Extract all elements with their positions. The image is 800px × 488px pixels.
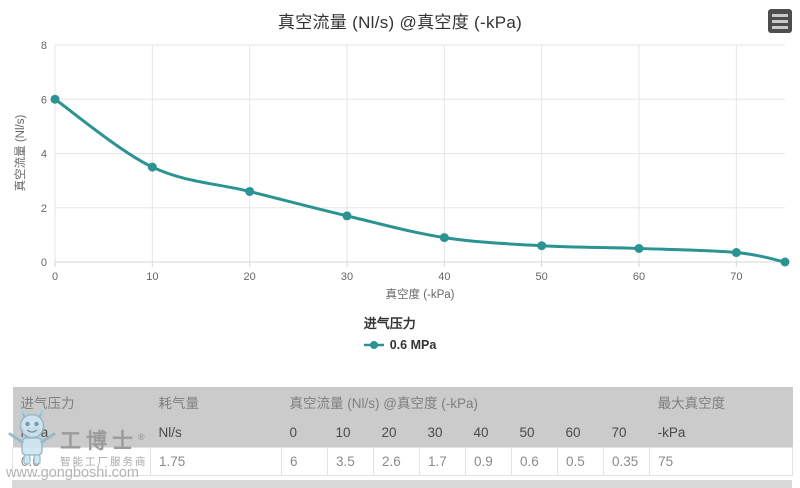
table-row: 0.6 1.75 6 3.5 2.6 1.7 0.9 0.6 0.5 0.35 … (12, 447, 794, 476)
legend: 进气压力 0.6 MPa (0, 316, 800, 356)
x-axis-tick-label: 10 (146, 271, 158, 283)
y-axis-tick-label: 6 (41, 94, 47, 106)
data-point-marker[interactable] (537, 241, 547, 251)
legend-title: 进气压力 (363, 316, 416, 331)
chart-context-menu-button[interactable] (768, 9, 792, 33)
cell-flow: 3.5 (327, 447, 374, 476)
y-axis-tick-label: 0 (41, 257, 47, 269)
cell-flow: 0.35 (602, 447, 651, 476)
chart-title: 真空流量 (Nl/s) @真空度 (-kPa) (277, 13, 523, 32)
data-point-marker[interactable] (634, 243, 644, 253)
spec-table: 进气压力 耗气量 真空流量 (Nl/s) @真空度 (-kPa) 最大真空度 M… (12, 387, 794, 476)
cell-max-vacuum: 75 (649, 447, 794, 476)
unit-consumption: Nl/s (150, 417, 282, 448)
cell-flow: 0.9 (465, 447, 512, 476)
y-axis-tick-label: 2 (41, 203, 47, 215)
legend-dot-icon (369, 341, 378, 349)
flow-col-header: 70 (603, 417, 650, 448)
cell-consumption: 1.75 (150, 447, 282, 476)
header-pressure: 进气压力 (12, 387, 151, 417)
flow-col-header: 10 (327, 417, 374, 448)
x-axis-title: 真空度 (-kPa) (385, 289, 455, 301)
plot-area: 0 2 4 6 8 0 10 20 30 40 50 60 70 (41, 40, 790, 283)
legend-marker-icon (363, 341, 384, 349)
chart-area: 0 2 4 6 8 0 10 20 30 40 50 60 70 真空流量 (Nl/s) @真空度 (-… (15, 9, 792, 301)
y-axis-title: 真空流量 (Nl/s) (15, 114, 27, 192)
hamburger-icon (772, 19, 788, 23)
y-axis-tick-label: 8 (41, 40, 47, 52)
flow-col-header: 60 (557, 417, 604, 448)
flow-col-header: 50 (511, 417, 558, 448)
cell-flow: 0.5 (557, 447, 604, 476)
x-axis-tick-label: 30 (341, 271, 353, 283)
flow-col-header: 20 (373, 417, 420, 448)
x-axis-tick-label: 50 (536, 271, 548, 283)
table-header-group-row: 进气压力 耗气量 真空流量 (Nl/s) @真空度 (-kPa) 最大真空度 (12, 387, 793, 417)
x-axis-tick-label: 0 (52, 271, 58, 283)
hamburger-icon (772, 25, 788, 29)
cell-flow: 1.7 (419, 447, 466, 476)
cell-flow: 6 (281, 447, 328, 476)
header-consumption: 耗气量 (150, 387, 282, 417)
header-max-vacuum: 最大真空度 (649, 387, 793, 417)
flow-col-header: 30 (419, 417, 466, 448)
data-point-marker[interactable] (439, 233, 449, 243)
next-table-header-strip (12, 480, 792, 488)
table-header-unit-row: MPa Nl/s 0 10 20 30 40 50 60 70 -kPa (12, 417, 793, 448)
x-axis-tick-label: 60 (633, 271, 645, 283)
unit-pressure: MPa (12, 417, 151, 448)
data-point-marker[interactable] (780, 257, 790, 267)
data-point-marker[interactable] (245, 186, 255, 196)
cell-pressure: 0.6 (12, 447, 151, 476)
x-axis-tick-label: 40 (438, 271, 450, 283)
cell-flow: 2.6 (373, 447, 420, 476)
series-line (53, 97, 787, 264)
flow-col-header: 0 (281, 417, 328, 448)
data-point-marker[interactable] (342, 211, 352, 221)
flow-col-header: 40 (465, 417, 512, 448)
x-axis-tick-label: 20 (244, 271, 256, 283)
unit-max-vacuum: -kPa (649, 417, 793, 448)
header-flow-group: 真空流量 (Nl/s) @真空度 (-kPa) (281, 387, 650, 417)
hamburger-icon (772, 13, 788, 17)
data-point-marker[interactable] (50, 94, 60, 104)
y-axis-tick-label: 4 (41, 149, 47, 161)
legend-item[interactable]: 0.6 MPa (363, 337, 437, 353)
cell-flow: 0.6 (511, 447, 558, 476)
x-axis-tick-label: 70 (730, 271, 742, 283)
data-point-marker[interactable] (731, 248, 741, 258)
legend-item-label: 0.6 MPa (389, 338, 437, 352)
data-point-marker[interactable] (147, 162, 157, 172)
spec-table-section: 进气压力 耗气量 真空流量 (Nl/s) @真空度 (-kPa) 最大真空度 M… (0, 387, 800, 476)
